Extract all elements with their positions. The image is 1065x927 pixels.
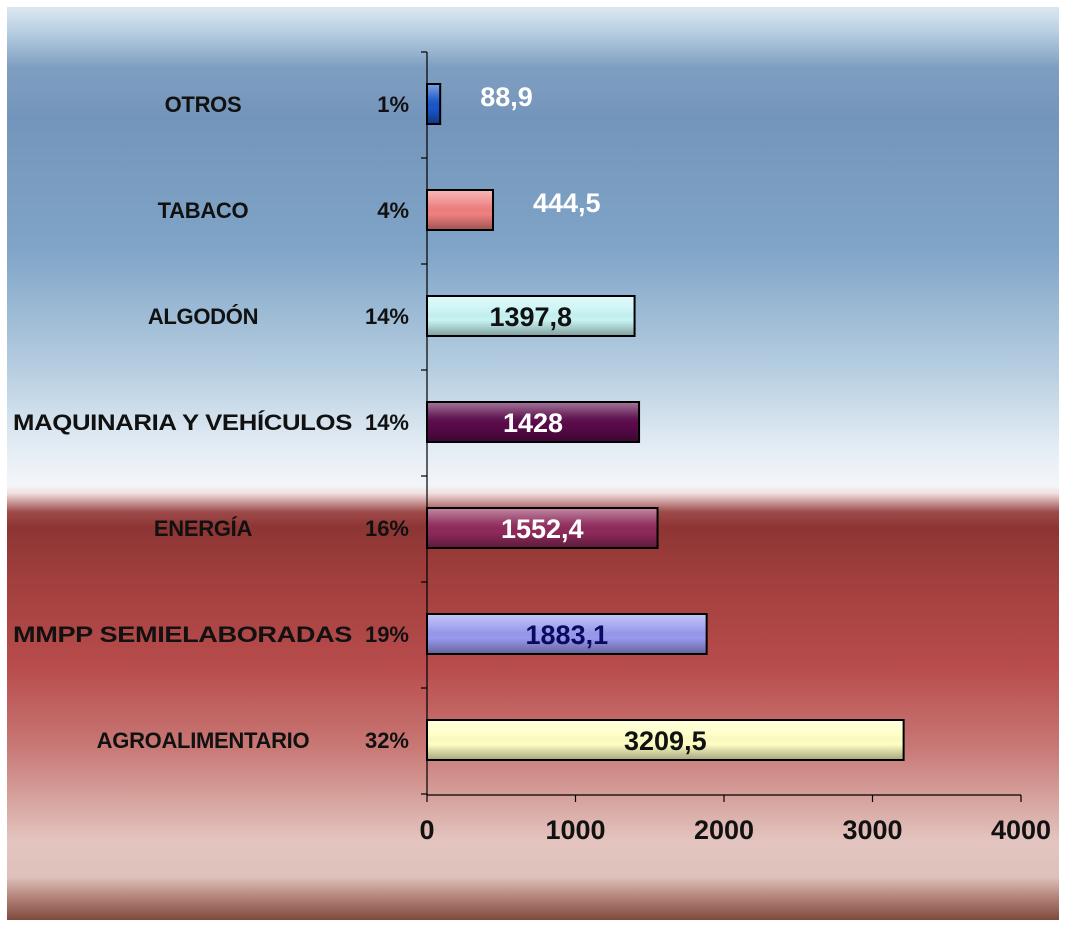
- labels: OTROS 1% 88,9 TABACO 4% 444,5 ALGODÓN 14% 1397,8…: [13, 82, 707, 756]
- value-label: 1883,1: [526, 620, 609, 650]
- percent-label: 32%: [365, 728, 409, 753]
- bar-shading: [426, 295, 636, 337]
- percent-label: 19%: [365, 622, 409, 647]
- category-label: TABACO: [158, 198, 249, 223]
- x-tick-label: 2000: [694, 815, 754, 845]
- axes: 0 1000 2000 3000 4000: [419, 51, 1051, 845]
- category-label: MMPP SEMIELABORADAS: [13, 622, 352, 647]
- bar-shading: [426, 719, 905, 761]
- chart-background: 0 1000 2000 3000 4000 OTROS 1% 88,9 TABACO 4% 444…: [7, 7, 1059, 920]
- category-label: ENERGÍA: [154, 516, 253, 541]
- percent-label: 4%: [377, 198, 409, 223]
- bar-chart: 0 1000 2000 3000 4000 OTROS 1% 88,9 TABACO 4% 444…: [13, 51, 1051, 845]
- category-label: OTROS: [165, 92, 242, 117]
- x-tick-label: 0: [419, 815, 434, 845]
- value-label: 3209,5: [624, 726, 707, 756]
- value-label: 1397,8: [489, 302, 572, 332]
- bar-shading: [426, 189, 495, 231]
- category-label: AGROALIMENTARIO: [97, 728, 310, 753]
- percent-label: 14%: [365, 304, 409, 329]
- category-label: MAQUINARIA Y VEHÍCULOS: [13, 410, 352, 435]
- category-label: ALGODÓN: [148, 304, 258, 329]
- percent-label: 1%: [377, 92, 409, 117]
- value-label: 88,9: [480, 82, 533, 112]
- x-tick-label: 3000: [842, 815, 902, 845]
- value-label: 1552,4: [501, 514, 584, 544]
- x-tick-label: 1000: [545, 815, 605, 845]
- value-label: 1428: [503, 408, 563, 438]
- bar-shading: [426, 613, 708, 655]
- x-tick-label: 4000: [991, 815, 1051, 845]
- bars: [426, 83, 905, 761]
- percent-label: 14%: [365, 410, 409, 435]
- bar-shading: [426, 83, 442, 125]
- bar-shading: [426, 507, 659, 549]
- percent-label: 16%: [365, 516, 409, 541]
- value-label: 444,5: [533, 188, 601, 218]
